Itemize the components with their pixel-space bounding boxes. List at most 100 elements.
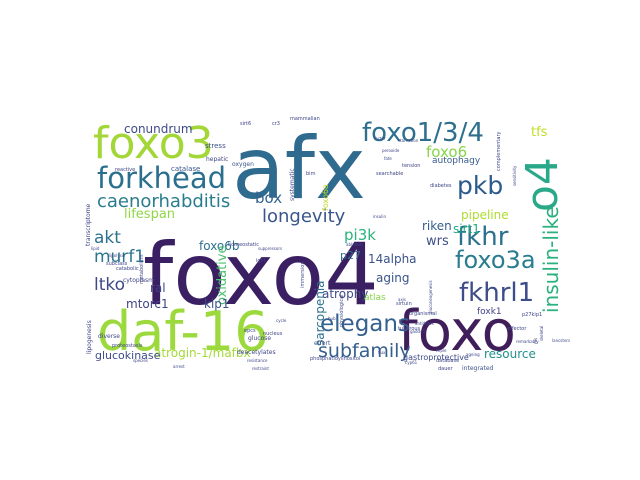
word-108: resistance [247,358,268,363]
word-113: flux [378,350,386,355]
word-61: oxygen [232,161,254,168]
word-56: phosphatidylinositol [310,356,360,362]
word-18: subfamily [318,340,411,362]
word-22: pi3k [344,226,376,244]
word-24: riken [422,219,452,233]
word-16: akt [94,228,121,248]
word-82: organismal [409,311,437,317]
word-31: lifespan [124,207,175,222]
word-39: atrogin-1/mafbx [154,346,251,360]
word-35: mtorc1 [126,297,169,311]
word-0: foxo4 [143,225,379,325]
word-8: pkb [457,171,503,200]
word-103: lipolysis [109,253,125,258]
word-99: ablation [346,242,363,247]
word-60: mammalian [290,116,320,122]
word-105: complementary [496,131,502,171]
word-109: axis [398,297,406,302]
word-1: afx [232,119,366,219]
word-115: gluconeogenesis [428,280,433,314]
word-110: fate [384,156,392,161]
word-91: lancsters [552,338,570,343]
word-112: species [133,358,148,363]
word-62: reactive [115,167,135,173]
word-47: atlas [364,293,386,303]
word-26: conundrum [124,122,193,136]
word-59: cr3 [272,121,280,127]
word-44: autophagy [432,156,481,166]
word-5: o4 [517,157,568,212]
word-86: effector [507,326,527,332]
word-46: foxk1 [477,307,502,317]
word-95: antidotes [415,321,434,326]
word-79: physiological [339,294,345,327]
word-75: nucleus [263,331,283,337]
word-50: catalase [171,165,200,173]
word-2: daf-16 [97,300,269,363]
word-41: resource [484,347,536,361]
word-6: foxo1/3/4 [362,118,484,148]
word-7: forkhead [97,161,226,195]
word-67: starvation [398,138,419,143]
word-13: foxo3a [455,246,536,274]
word-19: ltko [94,275,125,295]
word-78: immersion [300,262,306,288]
word-72: homeostatic [228,242,259,248]
word-94: skeletal [539,326,544,341]
word-89: triple [436,348,447,353]
word-76: proteostasis [112,343,143,349]
word-52: diverse [98,333,120,340]
word-74: epcs [244,328,256,334]
word-32: atrophy [322,287,368,301]
word-65: searchable [376,171,403,177]
word-43: p27 [340,249,361,262]
word-96: restraint [252,366,269,371]
word-57: effort [314,340,331,347]
word-12: insulin-like [539,206,563,313]
word-87: lipogenesis [86,320,93,354]
word-102: lipid [91,246,100,251]
word-88: cycle [276,318,287,323]
word-30: aging [376,271,410,285]
word-111: hub [328,316,336,321]
word-49: hepatic [206,156,228,163]
word-14: fkhrl1 [459,278,534,308]
word-23: wrs [426,234,449,249]
word-4: foxo3 [93,118,214,169]
word-71: metabolism [139,254,145,284]
word-70: subclass [106,261,128,267]
word-63: tension [402,163,420,169]
word-42: foxo6a [321,184,330,211]
word-90: remarkably [516,339,539,344]
word-73: igf-i [256,258,265,264]
word-64: diabetes [430,183,452,189]
word-3: foxo [398,299,516,364]
word-58: sirt6 [240,121,251,127]
word-97: arrest [173,364,185,369]
word-28: pipeline [461,208,509,222]
word-77: transcriptome [85,203,92,246]
word-37: ral [150,281,166,295]
word-36: kip1 [204,297,230,311]
word-93: ras [533,338,538,344]
word-10: longevity [262,206,346,227]
word-98: suppressors [258,246,282,251]
word-81: tuberous [398,326,421,332]
word-54: glucose [248,335,271,342]
word-85: p27kip1 [522,312,542,318]
word-48: stress [205,142,226,150]
word-80: sirtuin [396,301,412,307]
word-69: catabolic [116,266,139,272]
word-101: gadd45 [410,329,426,334]
word-33: foxo6b [199,239,240,253]
word-66: peroxide [382,148,400,153]
word-104: insulin [373,214,386,219]
word-68: systematic [289,168,296,201]
word-38: sarcopenia [313,280,327,346]
word-15: elegans [320,311,410,337]
word-92: cyp61 [405,360,418,365]
word-45: gastroprotective [403,353,469,362]
word-34: oxidative [215,246,230,305]
word-51: cytoplasm [123,277,154,284]
